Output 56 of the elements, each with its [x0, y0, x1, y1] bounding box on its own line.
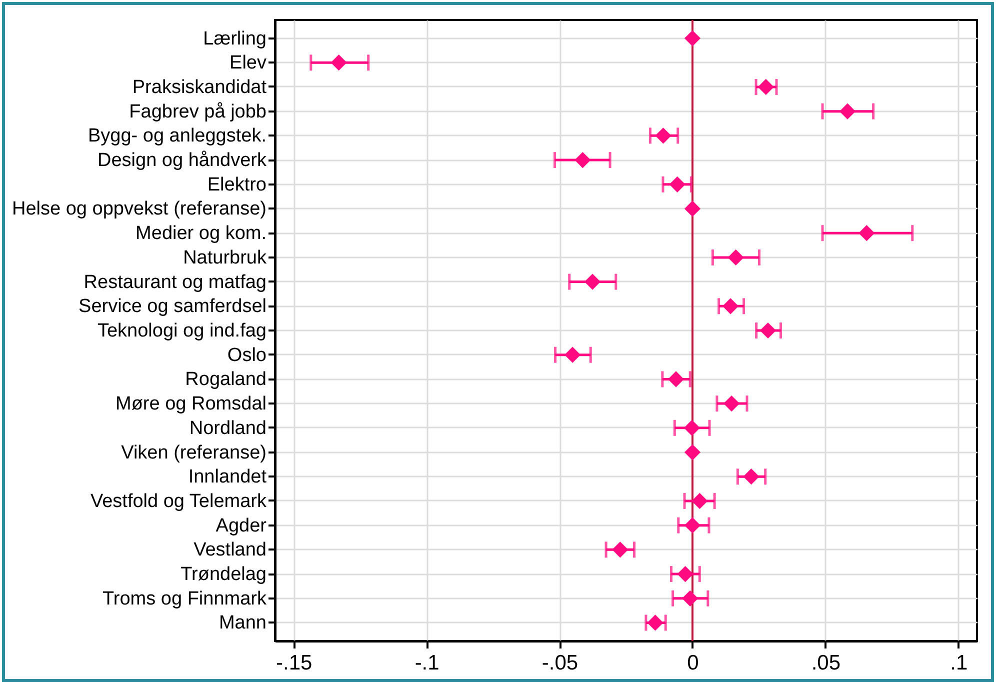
point: [684, 30, 701, 46]
x-tick-label: .05: [811, 652, 841, 674]
y-tick-label: Bygg- og anleggstek.: [88, 126, 266, 147]
point: [684, 444, 701, 460]
y-tick-label: Lærling: [203, 28, 266, 50]
point: [743, 468, 760, 485]
x-tick-label: -.1: [414, 652, 440, 674]
point: [668, 371, 684, 388]
point: [677, 566, 694, 582]
y-tick-label: Helse og oppvekst (referanse): [12, 198, 266, 220]
y-tick-label: Rogaland: [185, 369, 266, 390]
point: [722, 298, 739, 314]
y-tick-label: Elev: [230, 52, 267, 74]
y-tick-label: Nordland: [189, 418, 266, 439]
point: [760, 322, 776, 339]
point: [584, 274, 601, 290]
y-tick-label: Trøndelag: [180, 564, 266, 586]
point: [655, 128, 672, 144]
y-tick-label: Oslo: [227, 344, 266, 366]
x-tick-label: 0: [687, 652, 699, 674]
y-tick-label: Design og håndverk: [98, 150, 267, 172]
y-tick-label: Praksiskandidat: [132, 76, 268, 98]
point: [669, 176, 686, 192]
point: [564, 346, 581, 363]
y-tick-label: Vestland: [194, 540, 266, 561]
point: [684, 200, 701, 217]
point: [682, 590, 698, 606]
y-tick-label: Naturbruk: [183, 247, 267, 268]
point: [724, 395, 740, 412]
point: [858, 225, 875, 242]
y-tick-label: Medier og kom.: [136, 223, 266, 244]
y-tick-label: Elektro: [207, 174, 266, 196]
point: [612, 542, 628, 558]
point: [839, 103, 856, 120]
y-tick-label: Innlandet: [188, 466, 268, 488]
x-tick-label: -.05: [542, 652, 578, 674]
y-tick-label: Vestfold og Telemark: [90, 490, 267, 512]
y-tick-label: Teknologi og ind.fag: [97, 320, 266, 342]
point: [692, 492, 708, 510]
point: [684, 420, 700, 436]
point: [728, 249, 744, 266]
point: [574, 152, 591, 168]
y-tick-label: Restaurant og matfag: [84, 272, 266, 293]
y-tick-label: Mann: [218, 612, 266, 634]
x-tick-label: .1: [950, 652, 968, 674]
point: [684, 517, 701, 534]
y-tick-label: Troms og Finnmark: [102, 588, 267, 610]
point: [330, 54, 347, 71]
point: [647, 614, 664, 631]
y-tick-label: Service og samferdsel: [78, 296, 266, 318]
y-tick-label: Fagbrev på jobb: [129, 101, 266, 122]
y-tick-label: Viken (referanse): [121, 442, 266, 464]
y-tick-label: Møre og Romsdal: [116, 394, 266, 415]
y-tick-label: Agder: [216, 515, 268, 536]
x-tick-label: -.15: [276, 652, 312, 674]
point: [758, 78, 774, 96]
